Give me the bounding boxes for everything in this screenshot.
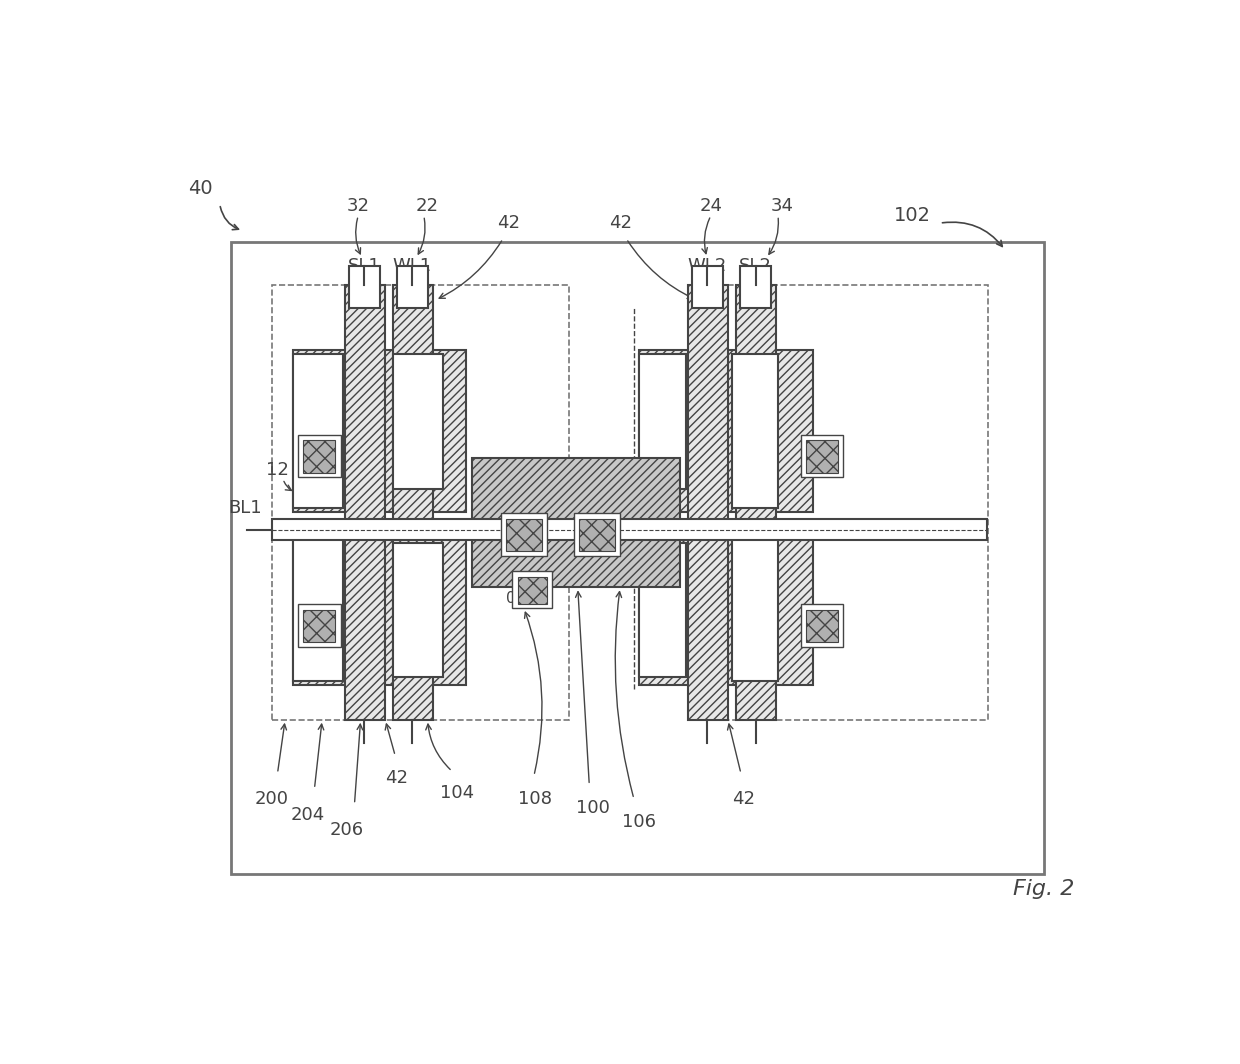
Text: SL2: SL2 [739, 256, 773, 275]
Text: WL2: WL2 [687, 256, 727, 275]
Bar [732, 354, 777, 508]
Bar [472, 458, 681, 587]
Bar [801, 435, 843, 478]
Text: 42: 42 [497, 214, 520, 232]
Text: BL1: BL1 [228, 499, 262, 517]
Bar [299, 604, 341, 647]
Bar [640, 350, 812, 512]
Text: SL1: SL1 [348, 256, 381, 275]
Text: 42: 42 [609, 214, 631, 232]
Bar [692, 266, 723, 307]
Bar [735, 285, 776, 720]
Text: 100: 100 [577, 799, 610, 817]
Bar [574, 514, 620, 555]
Bar [272, 519, 987, 541]
Bar [397, 266, 428, 307]
Text: 106: 106 [622, 813, 656, 831]
Bar [231, 243, 1044, 874]
Bar [517, 577, 547, 604]
Bar [393, 285, 433, 720]
Text: 40: 40 [188, 179, 213, 198]
Bar [688, 285, 728, 720]
Bar [293, 354, 343, 508]
Text: WL1: WL1 [393, 256, 432, 275]
Bar [303, 440, 335, 472]
Text: 34: 34 [770, 197, 794, 215]
Text: 102: 102 [894, 206, 931, 225]
Text: 24: 24 [699, 197, 723, 215]
Bar [801, 604, 843, 647]
Text: 32: 32 [347, 197, 370, 215]
Text: 22: 22 [417, 197, 439, 215]
Text: 42: 42 [386, 768, 408, 786]
Bar [640, 354, 686, 488]
Text: Fig. 2: Fig. 2 [1013, 879, 1074, 899]
Bar [732, 528, 777, 681]
Text: 206: 206 [330, 821, 363, 838]
Bar [806, 440, 838, 472]
Bar [806, 610, 838, 642]
Bar [640, 523, 812, 685]
Bar [272, 285, 568, 720]
Bar [688, 285, 988, 720]
Text: 204: 204 [291, 805, 325, 824]
Bar [299, 435, 341, 478]
Text: 108: 108 [518, 791, 552, 809]
Bar [293, 350, 466, 512]
Text: 104: 104 [440, 784, 474, 802]
Bar [501, 514, 547, 555]
Bar [393, 543, 443, 678]
Bar [303, 610, 335, 642]
Bar [579, 519, 615, 551]
Bar [740, 266, 771, 307]
Text: 0: 0 [506, 592, 516, 606]
Bar [293, 523, 466, 685]
Bar [345, 285, 386, 720]
Bar [506, 519, 542, 551]
Bar [512, 571, 552, 609]
Bar [393, 354, 443, 488]
Bar [293, 528, 343, 681]
Bar [640, 543, 686, 678]
Text: 12: 12 [267, 461, 289, 479]
Text: 42: 42 [732, 791, 755, 809]
Bar [350, 266, 379, 307]
Text: 200: 200 [255, 791, 289, 809]
